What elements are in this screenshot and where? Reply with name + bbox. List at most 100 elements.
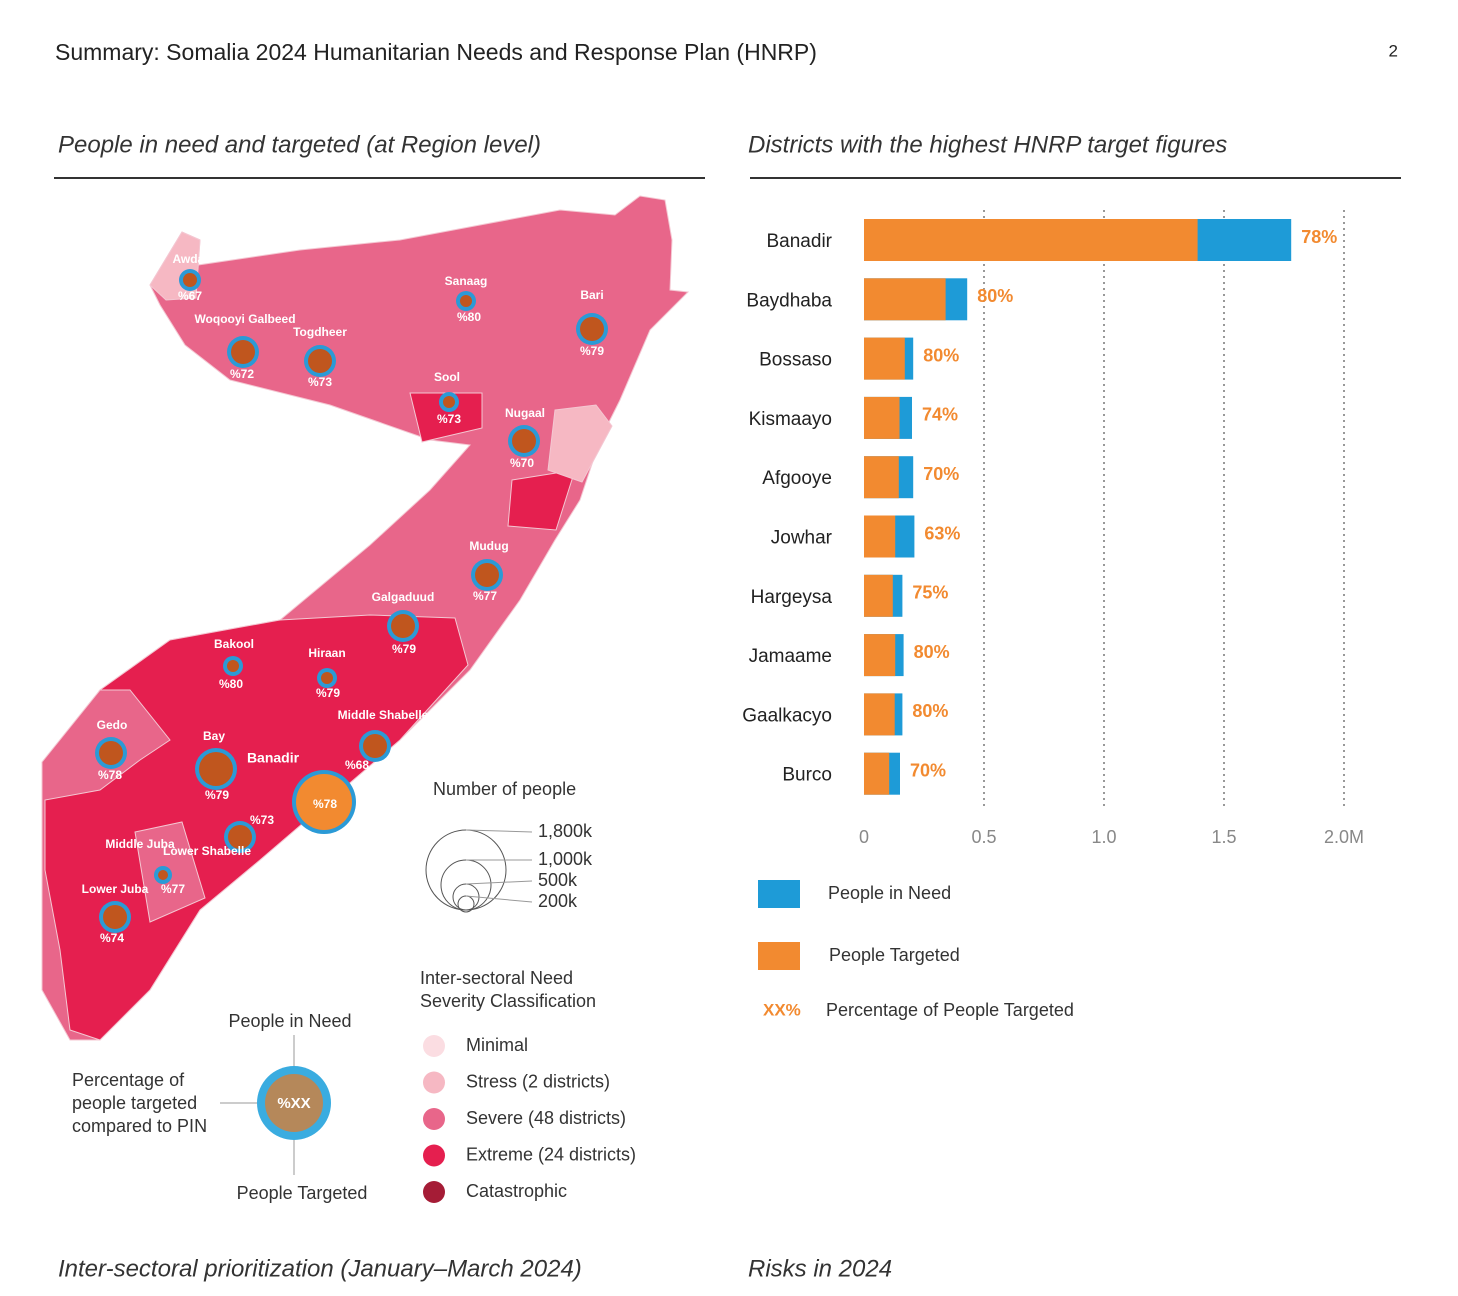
- category-label: Baydhaba: [746, 290, 832, 311]
- bar-targeted: [864, 337, 905, 380]
- x-tick-label: 2.0M: [1324, 827, 1364, 847]
- key-symbol: %XX: [277, 1095, 310, 1112]
- x-tick-label: 0.5: [971, 827, 996, 847]
- region-name: Lower Juba: [82, 882, 149, 896]
- severity-title: Inter-sectoral Need: [420, 968, 573, 988]
- region-percentage: %70: [510, 456, 534, 470]
- region-target-circle: [99, 741, 123, 765]
- size-legend-leader: [465, 895, 533, 903]
- size-legend-label: 200k: [538, 891, 578, 911]
- region-target-circle: [228, 825, 252, 849]
- map-shape: [41, 195, 690, 1041]
- key-target-circle: [265, 1074, 323, 1132]
- size-legend-circle: [440, 859, 492, 911]
- region-target-circle: [391, 614, 415, 638]
- map-key: %XX People in Need People Targeted Perce…: [72, 779, 596, 1203]
- region-percentage: %79: [580, 344, 604, 358]
- region-percentage: %78: [313, 797, 337, 811]
- key-pin: People in Need: [228, 1011, 351, 1031]
- x-tick-label: 0: [859, 827, 869, 847]
- region-name: Togdheer: [293, 325, 347, 339]
- bar-targeted: [864, 574, 893, 617]
- category-label: Bossaso: [759, 350, 832, 371]
- key-percentage: people targeted: [72, 1093, 197, 1113]
- percentage-label: 78%: [1301, 227, 1337, 247]
- key-percentage: Percentage of: [72, 1070, 185, 1090]
- bar-targeted: [864, 278, 946, 321]
- region-name: Sanaag: [445, 274, 488, 288]
- region-name: Nugaal: [505, 406, 545, 420]
- category-label: Gaalkacyo: [742, 705, 832, 726]
- legend-label: People in Need: [828, 883, 951, 903]
- region-percentage: %68: [345, 758, 369, 772]
- severity-swatch: [423, 1144, 445, 1167]
- legend-swatch: [758, 880, 800, 908]
- x-tick-label: 1.5: [1211, 827, 1236, 847]
- severity-swatch: [423, 1035, 445, 1057]
- section-title: Districts with the highest HNRP target f…: [748, 131, 1227, 158]
- region-name: Hiraan: [308, 646, 345, 660]
- region-target-circle: [103, 905, 127, 929]
- size-legend-circle: [425, 829, 507, 911]
- category-label: Jamaame: [749, 646, 832, 667]
- percentage-label: 70%: [910, 760, 946, 780]
- legend-label: People Targeted: [829, 945, 960, 965]
- region-percentage: %79: [316, 686, 340, 700]
- percentage-label: 63%: [924, 523, 960, 543]
- region-name: Bay: [203, 729, 225, 743]
- severity-label: Stress (2 districts): [466, 1071, 610, 1091]
- region-name: Banadir: [247, 750, 300, 766]
- region-percentage: %73: [308, 375, 332, 389]
- region-name: Galgaduud: [372, 590, 435, 604]
- page-number: 2: [1389, 41, 1398, 60]
- region-name: Sool: [434, 370, 460, 384]
- section-title: Inter-sectoral prioritization (January–M…: [58, 1255, 582, 1282]
- region-target-circle: [296, 774, 352, 830]
- category-label: Jowhar: [771, 528, 833, 549]
- severity-swatch: [423, 1071, 445, 1094]
- legend-symbol: XX%: [763, 1000, 801, 1019]
- section-title: People in need and targeted (at Region l…: [58, 131, 541, 158]
- region-name: Bari: [580, 288, 603, 302]
- severity-label: Minimal: [466, 1035, 528, 1055]
- region-percentage: %73: [437, 412, 461, 426]
- region-percentage: %80: [219, 677, 243, 691]
- severity-label: Extreme (24 districts): [466, 1144, 636, 1164]
- severity-title: Severity Classification: [420, 991, 596, 1011]
- region-percentage: %79: [205, 788, 229, 802]
- size-legend-leader: [465, 880, 533, 885]
- region-target-circle: [183, 273, 197, 287]
- region-target-circle: [158, 870, 168, 880]
- percentage-label: 80%: [914, 642, 950, 662]
- percentage-label: 74%: [922, 405, 958, 425]
- region-target-circle: [199, 752, 233, 786]
- bar-targeted: [864, 634, 896, 677]
- legend-label: Percentage of People Targeted: [826, 1000, 1074, 1020]
- severity-label: Catastrophic: [466, 1181, 567, 1201]
- severity-label: Severe (48 districts): [466, 1108, 626, 1128]
- region-percentage: %78: [98, 768, 122, 782]
- region-percentage: %79: [392, 642, 416, 656]
- region-name: Middle Shabelle: [338, 708, 429, 722]
- region-name: Awdal: [172, 252, 207, 266]
- section-title: Risks in 2024: [748, 1255, 892, 1282]
- region-percentage: %67: [178, 289, 202, 303]
- region-percentage: %77: [473, 589, 497, 603]
- size-legend-label: 500k: [538, 870, 578, 890]
- region-name: Lower Shabelle: [163, 844, 251, 858]
- region-target-circle: [227, 660, 239, 672]
- region-target-circle: [512, 429, 536, 453]
- region-percentage: %72: [230, 367, 254, 381]
- bar-targeted: [864, 515, 896, 558]
- region-target-circle: [475, 563, 499, 587]
- region-target-circle: [443, 396, 455, 408]
- category-label: Burco: [782, 765, 832, 786]
- key-percentage: compared to PIN: [72, 1116, 207, 1136]
- size-legend-label: 1,800k: [538, 821, 593, 841]
- region-target-circle: [308, 349, 332, 373]
- size-legend-label: 1,000k: [538, 849, 593, 869]
- size-legend-title: Number of people: [433, 779, 576, 799]
- region-target-circle: [321, 672, 333, 684]
- region-percentage: %73: [250, 813, 274, 827]
